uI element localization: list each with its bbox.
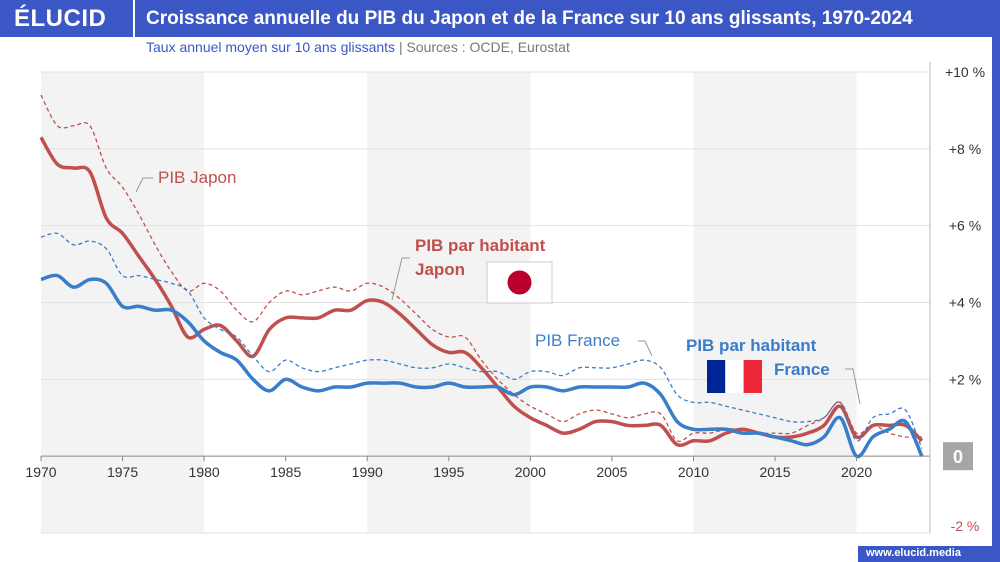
leader-pib-japon	[135, 177, 153, 193]
france-flag-icon	[707, 360, 762, 393]
x-tick-label: 1975	[107, 464, 138, 480]
label-pib-hab-japon-2: Japon	[415, 260, 465, 279]
leader-pib-hab-france	[845, 368, 861, 405]
series-line-pib-par-habitant-france	[40, 273, 924, 459]
japan-flag-icon	[486, 261, 553, 304]
label-pib-france: PIB France	[535, 331, 620, 350]
x-tick-label: 2000	[515, 464, 546, 480]
y-tick-label: +6 %	[949, 218, 981, 234]
footer-band	[858, 546, 1000, 562]
leader-pib-france	[638, 340, 653, 357]
x-tick-label: 2010	[678, 464, 709, 480]
label-pib-hab-france-1: PIB par habitant	[686, 336, 817, 355]
subtitle-text: Taux annuel moyen sur 10 ans glissants	[146, 39, 396, 55]
leader-pib-hab-japon	[391, 257, 410, 301]
x-tick-label: 1980	[189, 464, 220, 480]
x-tick-label: 1995	[433, 464, 464, 480]
x-tick-label: 1970	[25, 464, 56, 480]
label-pib-hab-france-2: France	[774, 360, 830, 379]
subtitle-separator: |	[398, 39, 403, 55]
y-tick-label: +2 %	[949, 371, 981, 387]
y-tick-label: -2 %	[951, 518, 980, 534]
x-tick-label: 1985	[270, 464, 301, 480]
header-bar: ÉLUCID Croissance annuelle du PIB du Jap…	[0, 0, 1000, 37]
header-divider	[133, 0, 135, 37]
x-tick-label: 2005	[596, 464, 627, 480]
y-tick-label: 0	[953, 447, 963, 467]
y-tick-label: +8 %	[949, 141, 981, 157]
subtitle: Taux annuel moyen sur 10 ans glissants |…	[146, 39, 570, 55]
series-line-pib-japon	[40, 94, 922, 443]
label-pib-hab-japon-1: PIB par habitant	[415, 236, 546, 255]
frame-right	[992, 37, 1000, 562]
website-link[interactable]: www.elucid.media	[866, 547, 961, 559]
x-tick-label: 2015	[759, 464, 790, 480]
x-tick-label: 2020	[841, 464, 872, 480]
chart-title: Croissance annuelle du PIB du Japon et d…	[146, 8, 913, 29]
x-tick-label: 1990	[352, 464, 383, 480]
logo: ÉLUCID	[14, 5, 107, 32]
zero-badge	[943, 442, 973, 471]
series-line-pib-france	[40, 232, 923, 449]
sources: Sources : OCDE, Eurostat	[406, 39, 570, 55]
label-pib-japon: PIB Japon	[158, 168, 236, 187]
y-tick-label: +10 %	[945, 64, 985, 80]
y-tick-label: +4 %	[949, 295, 981, 311]
